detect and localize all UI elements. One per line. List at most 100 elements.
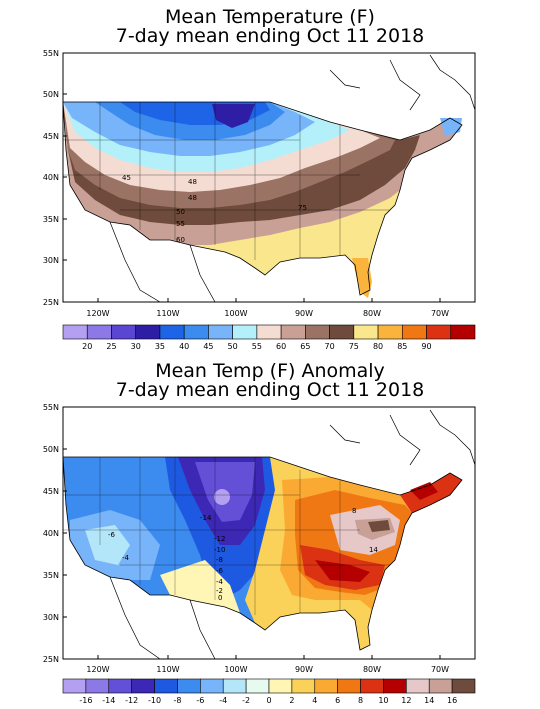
map2-band-12 [315, 560, 370, 582]
map2-legend-label: 10 [378, 696, 388, 705]
map2-plot [63, 407, 475, 659]
map1-lat-label: 55N [43, 49, 59, 58]
map1-legend-label: 60 [276, 342, 286, 351]
map1-contour-label: 45 [122, 174, 131, 182]
map1-legend-swatch [401, 324, 427, 340]
map1-legend-label: 80 [373, 342, 383, 351]
map1-legend-label: 90 [421, 342, 431, 351]
map1-legend-swatch [86, 324, 112, 340]
map1-legend-label: 70 [324, 342, 334, 351]
map1-legend-swatch [305, 324, 330, 340]
map2-contour-label: -4 [216, 578, 224, 586]
map2-legend-label: -2 [242, 696, 250, 705]
map2-legend-swatch [200, 678, 224, 694]
map1-lat-label: 25N [43, 298, 59, 307]
map2-legend-swatch [177, 678, 201, 694]
map2-contour-label: -14 [200, 514, 212, 522]
map1-legend-swatch [111, 324, 137, 340]
map1-lon-label: 90W [295, 309, 313, 318]
map2-band-18 [368, 520, 390, 532]
map1-legend-swatch [135, 324, 161, 340]
map1-legend-swatch [450, 324, 476, 340]
map2-lat-label: 55N [43, 403, 59, 412]
map2-legend-label: 12 [401, 696, 411, 705]
map1-legend-label: 50 [228, 342, 238, 351]
map2-ticks [63, 448, 441, 659]
map1-plot [63, 53, 475, 302]
map1-lon-label: 110W [156, 309, 179, 318]
map1-legend-label: 55 [252, 342, 262, 351]
map1-contour-label: 75 [298, 204, 307, 212]
map2-legend-label: -14 [102, 696, 115, 705]
map1-contour-label: 50 [176, 208, 185, 216]
map1-lat-label: 45N [43, 132, 59, 141]
map2-legend-swatch [154, 678, 178, 694]
map2-legend-label: 4 [312, 696, 317, 705]
map2-contour-label: -12 [214, 535, 225, 543]
map1-legend-label: 65 [300, 342, 310, 351]
map2-lat-label: 40N [43, 529, 59, 538]
map2-lat-label: 25N [43, 655, 59, 664]
map1-contour-label: 60 [176, 236, 185, 244]
map1-lat-label: 50N [43, 90, 59, 99]
map1-contour-label: 48 [188, 194, 197, 202]
map1-legend-label: 75 [349, 342, 359, 351]
map1-lon-label: 70W [431, 309, 449, 318]
map1-legend-swatch [208, 324, 233, 340]
map2-legend-swatch [428, 678, 453, 694]
map2-legend-swatch [291, 678, 316, 694]
map1-legend-swatch [377, 324, 403, 340]
map1-legend-swatch [426, 324, 452, 340]
map1-legend-swatch [353, 324, 379, 340]
map2-subtitle: 7-day mean ending Oct 11 2018 [115, 379, 425, 401]
map1-legend-swatch [62, 324, 88, 340]
map2-contour-label: 0 [218, 594, 222, 602]
map1-legend-swatch [256, 324, 282, 340]
map2-legend-swatch [337, 678, 361, 694]
map2-legend-label: 16 [447, 696, 457, 705]
map2-legend-swatch [245, 678, 270, 694]
map2-legend-label: -12 [125, 696, 138, 705]
map2-lon-label: 70W [431, 665, 449, 674]
map1-figure: 45 48 48 50 55 60 75 55N 50N 45N 40N 35N… [43, 49, 476, 351]
map2-legend-swatch [108, 678, 132, 694]
map2-legend-label: -4 [219, 696, 227, 705]
map2-legend-swatch [406, 678, 430, 694]
map2-lat-label: 45N [43, 487, 59, 496]
map2-contour-label: 14 [369, 546, 378, 554]
map2-legend-label: 2 [289, 696, 294, 705]
map1-legend-swatch [183, 324, 209, 340]
map2-lon-label: 90W [295, 665, 313, 674]
map2-legend-label: 14 [424, 696, 434, 705]
map1-lon-label: 80W [363, 309, 381, 318]
map1-legend: 20 25 30 35 40 45 50 55 60 65 70 75 80 85 90 [62, 324, 476, 351]
map2-lon-label: 120W [86, 665, 109, 674]
map2-borders [109, 409, 475, 659]
map2-contour-label: -8 [216, 556, 223, 564]
map1-legend-label: 20 [82, 342, 92, 351]
map2-contour-label: -6 [108, 531, 116, 539]
map2-lon-label: 100W [224, 665, 247, 674]
map1-lat-axis: 55N 50N 45N 40N 35N 30N 25N [43, 49, 59, 307]
map2-legend-label: -6 [196, 696, 204, 705]
map2-contour-label: -2 [216, 587, 223, 595]
map2-legend-label: 0 [266, 696, 271, 705]
map2-legend-label: -10 [148, 696, 161, 705]
map1-legend-label: 30 [131, 342, 141, 351]
map2-lon-label: 80W [363, 665, 381, 674]
map2-title: Mean Temp (F) Anomaly [155, 360, 385, 382]
map2-contour-label: -10 [214, 546, 225, 554]
map2-legend-swatch [62, 678, 87, 694]
map1-legend-label: 45 [203, 342, 213, 351]
map2-lat-label: 50N [43, 445, 59, 454]
map1-legend-label: 25 [106, 342, 116, 351]
map2-legend-label: 6 [335, 696, 340, 705]
map2-band-minus2 [85, 525, 130, 565]
map1-borders [109, 54, 475, 302]
map2-legend-swatch [383, 678, 407, 694]
map2-legend-swatch [222, 678, 247, 694]
map2-legend-swatch [85, 678, 110, 694]
map2-contour-labels: -14 -12 -10 -8 -6 -4 -2 0 -6 -4 8 14 [108, 507, 378, 602]
map1-legend-label: 40 [179, 342, 189, 351]
map1-florida [352, 258, 372, 298]
